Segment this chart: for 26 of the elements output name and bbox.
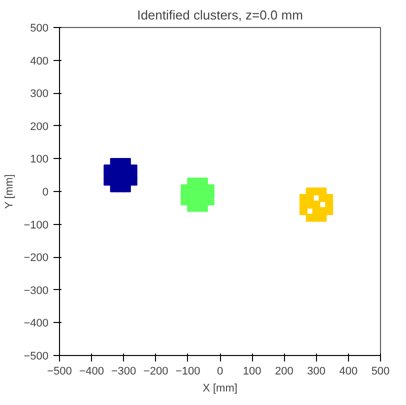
x-tick-label: −100 <box>176 366 200 378</box>
x-tick-label: 0 <box>216 366 224 378</box>
x-tick-label: −300 <box>111 366 136 378</box>
y-tick-label: 100 <box>30 154 49 166</box>
y-tick-label: −400 <box>24 318 49 330</box>
y-tick-label: 200 <box>30 120 49 133</box>
y-tick-label: −100 <box>24 219 49 232</box>
y-tick-label: −200 <box>24 252 49 264</box>
y-tick-label: −300 <box>24 284 49 297</box>
x-tick-label: −200 <box>143 366 168 378</box>
y-axis-title: Y [mm] <box>4 174 16 209</box>
x-tick-label: 400 <box>339 366 358 378</box>
y-tick-label: 500 <box>30 22 49 34</box>
x-tick-label: 500 <box>371 366 390 378</box>
y-tick-label: 300 <box>30 88 49 100</box>
x-tick-label: −500 <box>47 366 72 378</box>
x-tick-label: 300 <box>307 366 326 378</box>
x-tick-label: 100 <box>242 366 262 378</box>
x-tick-label: 200 <box>275 366 294 378</box>
y-tick-label: 400 <box>30 55 49 68</box>
x-tick-label: −400 <box>79 366 104 378</box>
y-tick-label: 0 <box>42 186 49 198</box>
chart-title: Identified clusters, z=0.0 mm <box>137 8 303 22</box>
point <box>299 207 308 216</box>
y-tick-label: −500 <box>24 350 49 362</box>
x-axis-title: X [mm] <box>202 382 238 394</box>
